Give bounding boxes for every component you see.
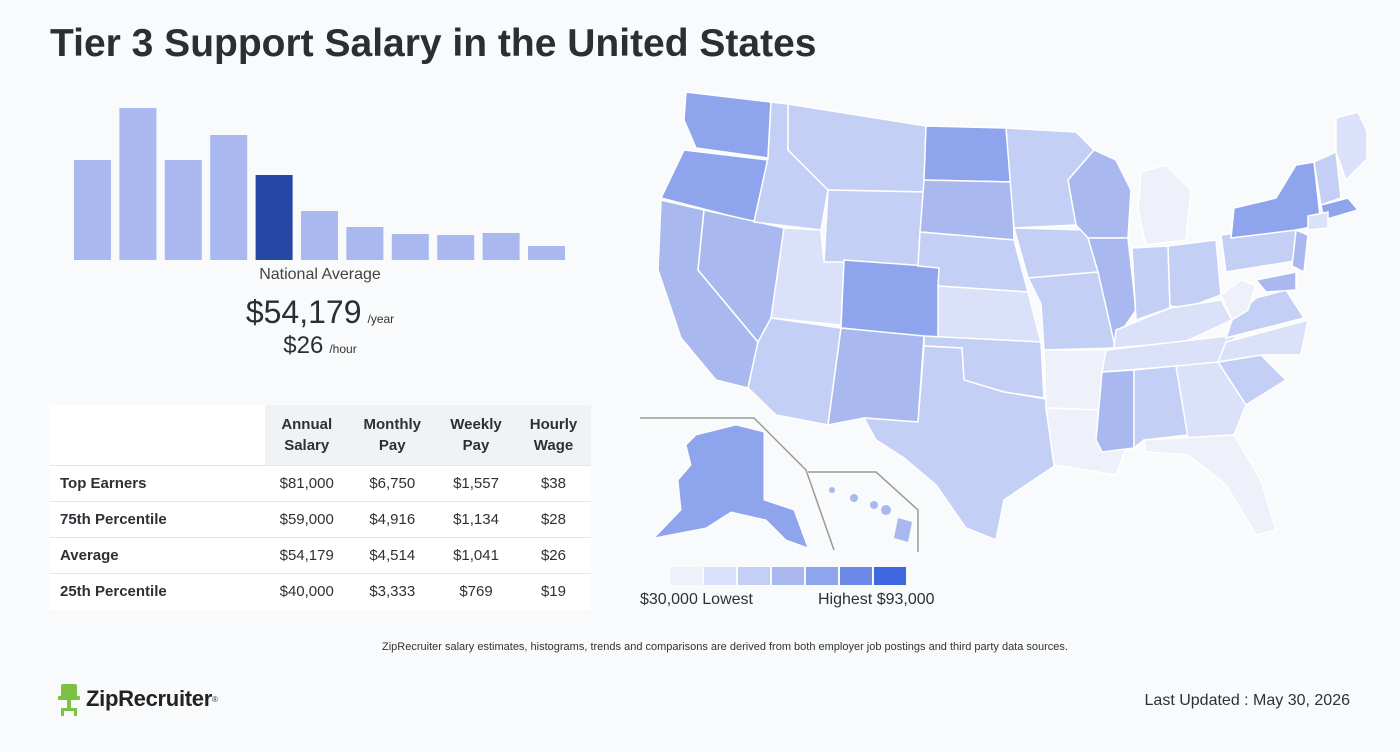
table-header-blank — [50, 405, 265, 466]
national-average-label: National Average — [259, 266, 381, 283]
state-ohio[interactable] — [1167, 239, 1222, 309]
contiguous-us — [657, 91, 1366, 542]
cell-annual: $40,000 — [265, 573, 349, 610]
histogram-bar — [482, 233, 520, 260]
row-label: Top Earners — [50, 465, 265, 502]
last-updated: Last Updated : May 30, 2026 — [1144, 692, 1350, 709]
legend-swatch — [738, 567, 770, 585]
state-florida[interactable] — [1143, 434, 1277, 536]
cell-hourly: $38 — [515, 465, 591, 502]
header-monthly-pay: Monthly Pay — [348, 405, 437, 466]
legend-high-label: Highest $93,000 — [818, 591, 935, 608]
cell-monthly: $3,333 — [348, 573, 437, 610]
state-west-virginia[interactable] — [1220, 279, 1257, 322]
cell-weekly: $1,134 — [436, 501, 516, 538]
cell-annual: $81,000 — [265, 465, 349, 502]
salary-table: Annual Salary Monthly Pay Weekly Pay Hourly… — [50, 405, 591, 610]
state-mississippi[interactable] — [1095, 369, 1135, 453]
table-row: Top Earners $81,000 $6,750 $1,557 $38 — [50, 465, 591, 502]
histogram-bar — [528, 246, 565, 260]
state-hawaii[interactable] — [829, 487, 912, 542]
row-label: 25th Percentile — [50, 573, 265, 610]
legend-swatch — [806, 567, 838, 585]
ziprecruiter-logo[interactable]: ZipRecruiter ® — [58, 682, 218, 716]
cell-monthly: $4,916 — [348, 501, 437, 538]
state-north-carolina[interactable] — [1216, 318, 1309, 363]
state-washington[interactable] — [683, 91, 772, 159]
histogram-bar — [437, 235, 475, 260]
state-arizona[interactable] — [747, 317, 842, 426]
state-maine[interactable] — [1335, 111, 1366, 182]
map-legend — [670, 567, 908, 585]
hourly-wage-value: $26 — [283, 332, 324, 359]
data-source-footnote: ZipRecruiter salary estimates, histogram… — [382, 641, 1068, 653]
state-georgia[interactable] — [1175, 361, 1247, 439]
row-label: Average — [50, 537, 265, 574]
national-average-hourly: $26/hour — [170, 332, 470, 360]
cell-hourly: $19 — [515, 573, 591, 610]
brand-name: ZipRecruiter — [86, 686, 212, 711]
hawaii-inset-border — [808, 471, 919, 552]
table-row: Average $54,179 $4,514 $1,041 $26 — [50, 537, 591, 574]
cell-annual: $59,000 — [265, 501, 349, 538]
state-new-york[interactable] — [1230, 161, 1322, 239]
legend-swatch — [704, 567, 736, 585]
state-arkansas[interactable] — [1043, 349, 1107, 411]
national-average-annual: $54,179/year — [170, 294, 470, 331]
state-connecticut[interactable] — [1307, 211, 1329, 231]
histogram-bar — [164, 160, 202, 260]
histogram-bar — [255, 175, 293, 260]
cell-weekly: $1,557 — [436, 465, 516, 502]
state-south-dakota[interactable] — [919, 179, 1015, 241]
legend-swatch — [840, 567, 872, 585]
hourly-unit: /hour — [329, 342, 357, 356]
header-weekly-pay: Weekly Pay — [436, 405, 516, 466]
state-kansas[interactable] — [937, 285, 1042, 343]
cell-hourly: $28 — [515, 501, 591, 538]
state-michigan[interactable] — [1137, 164, 1192, 246]
cell-annual: $54,179 — [265, 537, 349, 574]
state-maryland[interactable] — [1254, 271, 1297, 293]
state-colorado[interactable] — [840, 259, 942, 339]
cell-weekly: $1,041 — [436, 537, 516, 574]
histogram-bar — [346, 227, 384, 260]
histogram-bar — [210, 135, 248, 260]
us-salary-map — [640, 91, 1366, 552]
cell-weekly: $769 — [436, 573, 516, 610]
histogram-bar — [301, 211, 338, 260]
salary-histogram — [74, 108, 565, 260]
cell-monthly: $4,514 — [348, 537, 437, 574]
state-new-jersey[interactable] — [1291, 228, 1309, 274]
histogram-bar — [119, 108, 157, 260]
cell-monthly: $6,750 — [348, 465, 437, 502]
alaska-inset-border — [640, 417, 835, 551]
row-label: 75th Percentile — [50, 501, 265, 538]
state-indiana[interactable] — [1131, 245, 1171, 322]
header-annual-salary: Annual Salary — [265, 405, 349, 466]
histogram-bar — [74, 160, 111, 260]
table-row: 25th Percentile $40,000 $3,333 $769 $19 — [50, 573, 591, 610]
annual-salary-value: $54,179 — [245, 294, 362, 330]
annual-unit: /year — [367, 312, 395, 326]
state-alaska[interactable] — [652, 424, 809, 549]
histogram-bar — [391, 234, 429, 260]
state-wyoming[interactable] — [823, 189, 925, 273]
table-header-row: Annual Salary Monthly Pay Weekly Pay Hourly… — [50, 405, 591, 466]
state-wisconsin[interactable] — [1067, 149, 1132, 239]
state-north-dakota[interactable] — [923, 125, 1013, 183]
state-alabama[interactable] — [1133, 365, 1189, 450]
legend-swatch — [772, 567, 804, 585]
page-title: Tier 3 Support Salary in the United Stat… — [50, 22, 817, 65]
state-virginia[interactable] — [1224, 289, 1306, 340]
state-vermont-nh[interactable] — [1313, 150, 1342, 207]
header-hourly-wage: Hourly Wage — [515, 405, 591, 466]
legend-swatch — [670, 567, 702, 585]
legend-low-label: $30,000 Lowest — [640, 591, 753, 608]
table-row: 75th Percentile $59,000 $4,916 $1,134 $2… — [50, 501, 591, 538]
registered-mark: ® — [211, 694, 218, 704]
cell-hourly: $26 — [515, 537, 591, 574]
chair-icon — [58, 684, 80, 716]
state-new-mexico[interactable] — [827, 327, 925, 426]
legend-swatch — [874, 567, 906, 585]
